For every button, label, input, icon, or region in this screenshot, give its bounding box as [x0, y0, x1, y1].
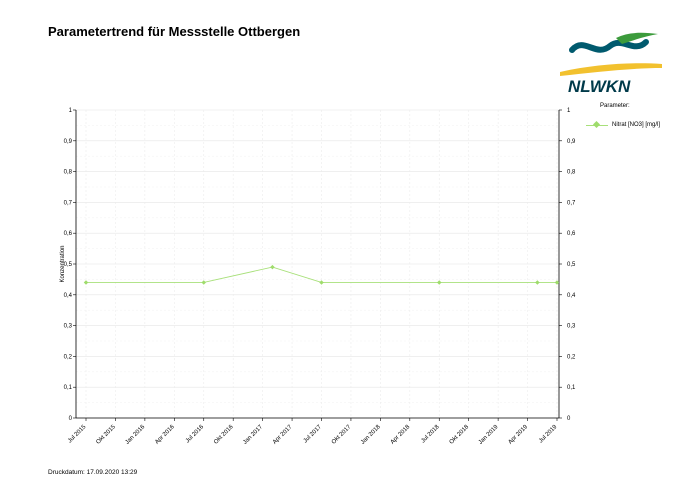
x-tick-label: Jan 2018: [360, 424, 382, 446]
y-tick-label-left: 0,6: [64, 231, 73, 237]
x-tick-label: Apr 2018: [390, 424, 412, 446]
nlwkn-logo: NLWKN: [560, 32, 662, 96]
x-tick-label: Jan 2016: [125, 424, 147, 446]
data-point: [436, 280, 442, 285]
y-tick-label-right: 0: [567, 416, 571, 422]
x-tick-label: Jul 2018: [420, 424, 441, 445]
x-tick-label: Apr 2017: [272, 424, 294, 446]
y-tick-label-right: 1: [567, 108, 571, 114]
y-tick-label-right: 0,7: [567, 200, 576, 206]
y-tick-label-right: 0,9: [567, 139, 576, 145]
x-tick-label: Apr 2019: [508, 424, 530, 446]
x-tick-label: Apr 2016: [154, 424, 176, 446]
y-tick-label-left: 0,4: [64, 293, 73, 299]
x-tick-label: Okt 2015: [95, 424, 117, 446]
x-tick-label: Jul 2016: [185, 424, 206, 445]
y-tick-label-left: 0,9: [64, 139, 73, 145]
x-tick-label: Jan 2019: [478, 424, 500, 446]
y-tick-label-right: 0,1: [567, 385, 576, 391]
data-point: [83, 280, 89, 285]
y-tick-label-left: 0,1: [64, 385, 73, 391]
data-point: [270, 264, 275, 270]
legend-title: Parameter:: [600, 103, 630, 109]
x-tick-label: Jan 2017: [242, 424, 264, 446]
data-point: [535, 280, 540, 285]
x-tick-label: Jul 2019: [538, 424, 559, 445]
x-tick-label: Okt 2018: [449, 424, 471, 446]
x-tick-label: Jul 2017: [303, 424, 324, 445]
legend-swatch: [586, 121, 608, 129]
data-point: [319, 280, 324, 285]
x-tick-label: Okt 2016: [213, 424, 235, 446]
y-tick-label-left: 0,3: [64, 324, 73, 330]
y-tick-label-left: 0,5: [64, 262, 73, 268]
data-point: [201, 280, 207, 285]
print-date: Druckdatum: 17.09.2020 13:29: [48, 469, 138, 476]
y-tick-label-left: 0,8: [64, 170, 73, 176]
y-tick-label-right: 0,6: [567, 231, 576, 237]
y-tick-label-right: 0,2: [567, 354, 576, 360]
y-tick-label-left: 0: [69, 416, 73, 422]
legend-item-nitrat: Nitrat [NO3] [mg/l]: [586, 121, 660, 129]
x-tick-label: Jul 2015: [67, 424, 88, 445]
y-tick-label-right: 0,3: [567, 324, 576, 330]
y-axis-title: Konzentration: [60, 245, 66, 282]
y-tick-label-right: 0,8: [567, 170, 576, 176]
logo-text: NLWKN: [568, 77, 631, 96]
x-tick-label: Okt 2017: [331, 424, 353, 446]
y-tick-label-left: 1: [69, 108, 73, 114]
y-tick-label-left: 0,7: [64, 200, 73, 206]
page-title: Parametertrend für Messstelle Ottbergen: [48, 24, 301, 39]
y-tick-label-right: 0,5: [567, 262, 576, 268]
y-tick-label-right: 0,4: [567, 293, 576, 299]
legend-item-label: Nitrat [NO3] [mg/l]: [612, 122, 661, 128]
y-tick-label-left: 0,2: [64, 354, 73, 360]
data-point: [554, 280, 560, 285]
